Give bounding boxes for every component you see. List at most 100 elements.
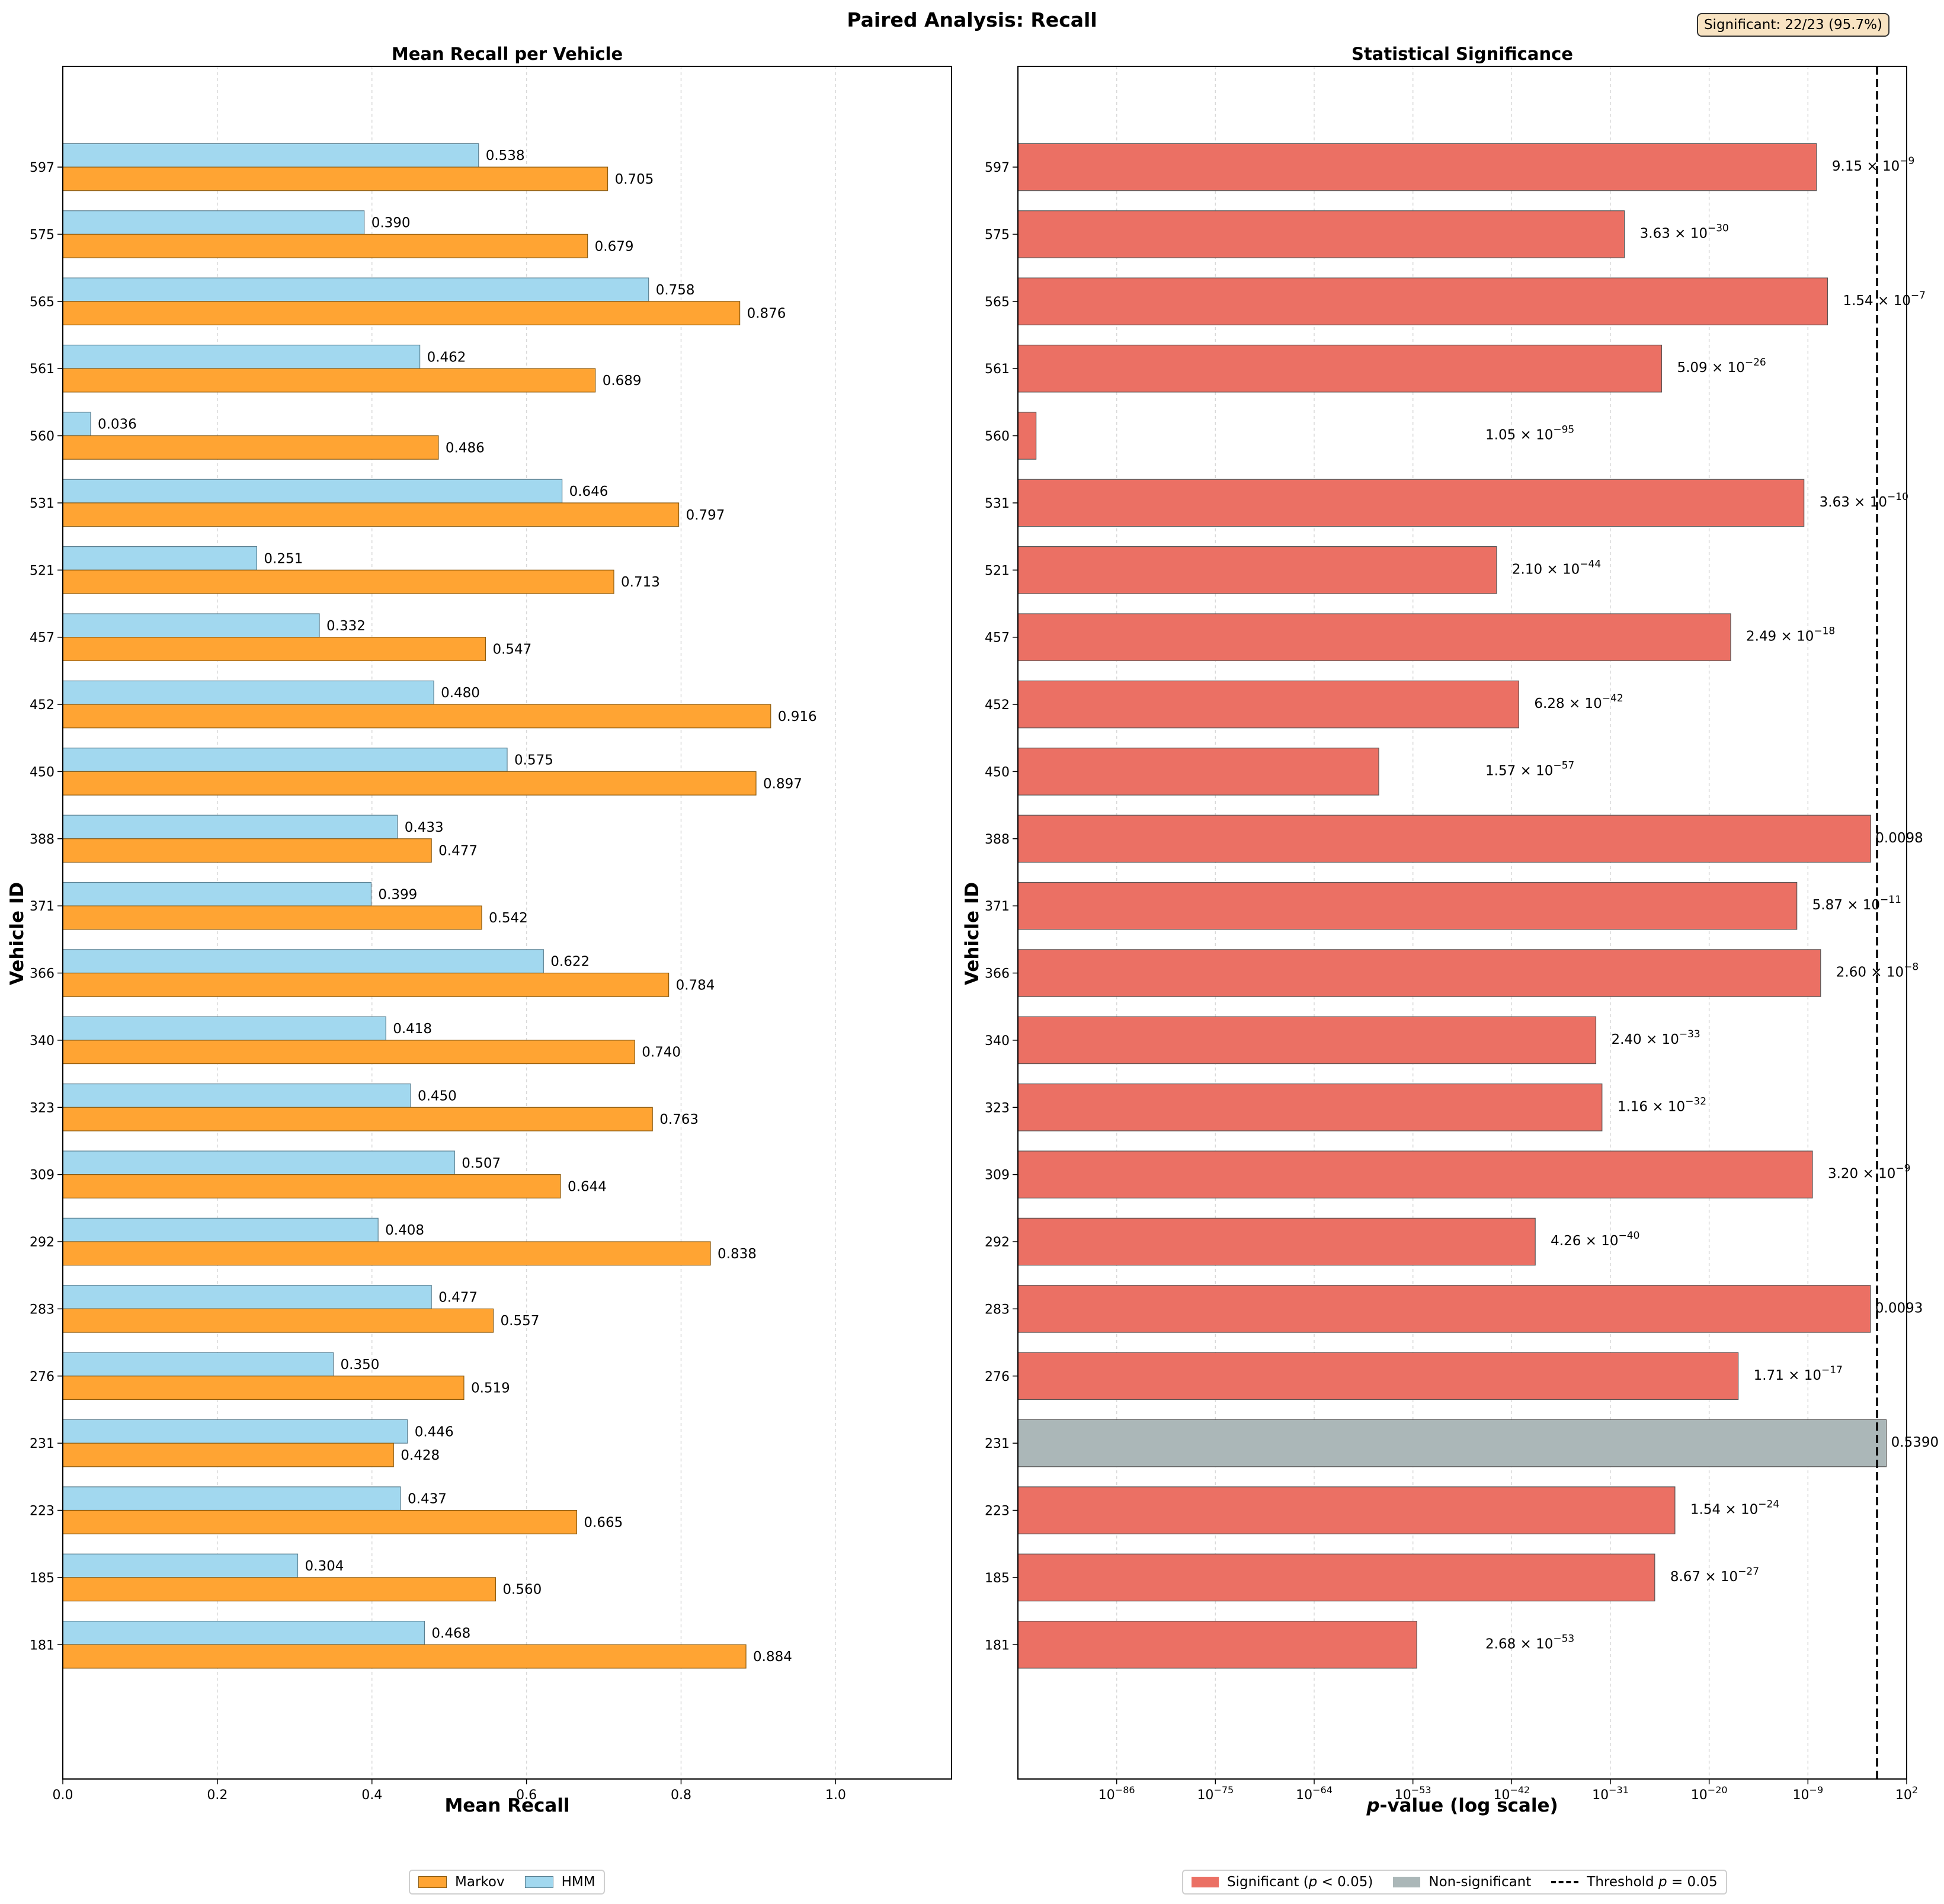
left-y-tick-label: 371 (30, 899, 55, 914)
significant-bar (1017, 680, 1520, 729)
markov-value-label: 0.547 (492, 642, 531, 658)
p-value-label: 1.16 × 10−32 (1618, 1095, 1706, 1114)
hmm-value-label: 0.468 (431, 1626, 470, 1641)
significant-bar (1017, 748, 1379, 796)
hmm-bar (62, 748, 508, 773)
left-y-tick-label: 560 (30, 429, 55, 444)
markov-bar (62, 637, 486, 661)
right-y-tick-label: 371 (985, 899, 1010, 914)
p-value-label: 2.68 × 10−53 (1485, 1633, 1574, 1652)
markov-bar (62, 301, 741, 326)
legend-item-markov: Markov (418, 1874, 505, 1890)
significant-bar (1017, 1620, 1417, 1669)
markov-bar (62, 1577, 497, 1602)
hmm-bar (62, 1083, 411, 1108)
hmm-value-label: 0.758 (656, 283, 695, 298)
hmm-bar (62, 949, 544, 974)
markov-value-label: 0.519 (471, 1381, 510, 1396)
hmm-value-label: 0.437 (408, 1492, 447, 1507)
p-value-label: 3.63 × 10−10 (1820, 491, 1908, 510)
right-y-tick-label: 597 (985, 161, 1010, 175)
right-x-tick-label: 10−9 (1793, 1784, 1824, 1803)
markov-value-label: 0.560 (502, 1582, 542, 1598)
markov-bar (62, 569, 614, 594)
significant-bar (1017, 613, 1731, 661)
markov-bar (62, 1308, 494, 1333)
significant-bar (1017, 949, 1821, 997)
p-value-label: 9.15 × 10−9 (1832, 155, 1914, 174)
significant-bar (1017, 1486, 1676, 1534)
hmm-value-label: 0.538 (486, 148, 525, 164)
p-value-label: 1.05 × 10−95 (1485, 424, 1574, 443)
legend-label-nonsignificant: Non-significant (1429, 1874, 1532, 1890)
significant-bar (1017, 882, 1798, 930)
right-panel-title: Statistical Significance (1351, 44, 1573, 64)
significant-bar (1017, 1150, 1813, 1198)
right-y-tick-label: 366 (985, 967, 1010, 982)
markov-bar (62, 704, 771, 729)
hmm-bar (62, 1016, 386, 1041)
markov-bar (62, 1040, 635, 1065)
left-y-tick-label: 457 (30, 631, 55, 646)
p-value-label: 3.63 × 10−30 (1640, 222, 1729, 241)
legend-label-markov: Markov (455, 1874, 505, 1890)
markov-value-label: 0.740 (642, 1045, 681, 1060)
left-y-tick-label: 309 (30, 1168, 55, 1183)
hmm-value-label: 0.036 (98, 417, 137, 432)
left-y-tick-label: 452 (30, 698, 55, 713)
hmm-value-label: 0.646 (569, 484, 608, 499)
left-y-tick-label: 323 (30, 1101, 55, 1116)
markov-bar (62, 771, 757, 796)
left-x-tick-label: 0.6 (516, 1788, 537, 1803)
legend-item-nonsignificant: Non-significant (1393, 1874, 1531, 1890)
hmm-value-label: 0.480 (441, 685, 480, 701)
right-y-tick-label: 185 (985, 1571, 1010, 1586)
left-x-tick-label: 0.8 (671, 1788, 691, 1803)
markov-value-label: 0.797 (686, 508, 725, 523)
right-x-tick-label: 10−64 (1296, 1784, 1333, 1803)
right-y-tick-label: 531 (985, 496, 1010, 511)
hmm-bar (62, 210, 365, 235)
markov-value-label: 0.897 (763, 776, 802, 791)
markov-value-label: 0.784 (676, 977, 715, 993)
left-y-tick-label: 223 (30, 1504, 55, 1519)
right-y-tick-label: 452 (985, 698, 1010, 713)
hmm-bar (62, 546, 257, 570)
right-y-tick-label: 309 (985, 1168, 1010, 1183)
significant-bar (1017, 1352, 1739, 1400)
left-y-tick-label: 575 (30, 227, 55, 242)
right-y-tick-label: 231 (985, 1437, 1010, 1451)
hmm-value-label: 0.446 (415, 1424, 454, 1440)
p-value-label: 3.20 × 10−9 (1828, 1163, 1910, 1182)
left-plot-frame (62, 66, 952, 1780)
p-value-label: 0.0098 (1875, 831, 1923, 846)
markov-bar (62, 972, 670, 997)
left-y-tick-label: 181 (30, 1638, 55, 1653)
hmm-value-label: 0.418 (393, 1021, 432, 1037)
nonsignificant-bar (1017, 1419, 1887, 1467)
legend-label-threshold: Threshold p = 0.05 (1587, 1874, 1718, 1890)
right-y-tick-label: 181 (985, 1638, 1010, 1653)
right-x-tick-label: 10−31 (1592, 1784, 1629, 1803)
significant-bar (1017, 479, 1805, 527)
right-y-tick-label: 560 (985, 429, 1010, 444)
hmm-bar (62, 1217, 379, 1242)
markov-value-label: 0.486 (446, 440, 485, 456)
legend-swatch-markov (418, 1876, 447, 1888)
p-value-label: 1.71 × 10−17 (1754, 1364, 1843, 1383)
left-y-axis-label: Vehicle ID (7, 882, 28, 985)
significant-bar (1017, 1016, 1597, 1065)
right-y-tick-label: 276 (985, 1370, 1010, 1384)
right-x-tick-label: 10−42 (1493, 1784, 1530, 1803)
left-x-tick-label: 1.0 (825, 1788, 846, 1803)
left-y-tick-label: 340 (30, 1034, 55, 1049)
markov-value-label: 0.916 (778, 709, 817, 725)
right-x-tick-label: 10−86 (1098, 1784, 1135, 1803)
markov-value-label: 0.763 (659, 1112, 699, 1127)
p-value-label: 0.5390 (1891, 1435, 1939, 1450)
left-y-tick-label: 185 (30, 1571, 55, 1586)
p-value-label: 1.54 × 10−7 (1843, 290, 1925, 309)
markov-bar (62, 1443, 394, 1467)
hmm-bar (62, 613, 320, 638)
right-x-tick-label: 102 (1895, 1784, 1918, 1803)
